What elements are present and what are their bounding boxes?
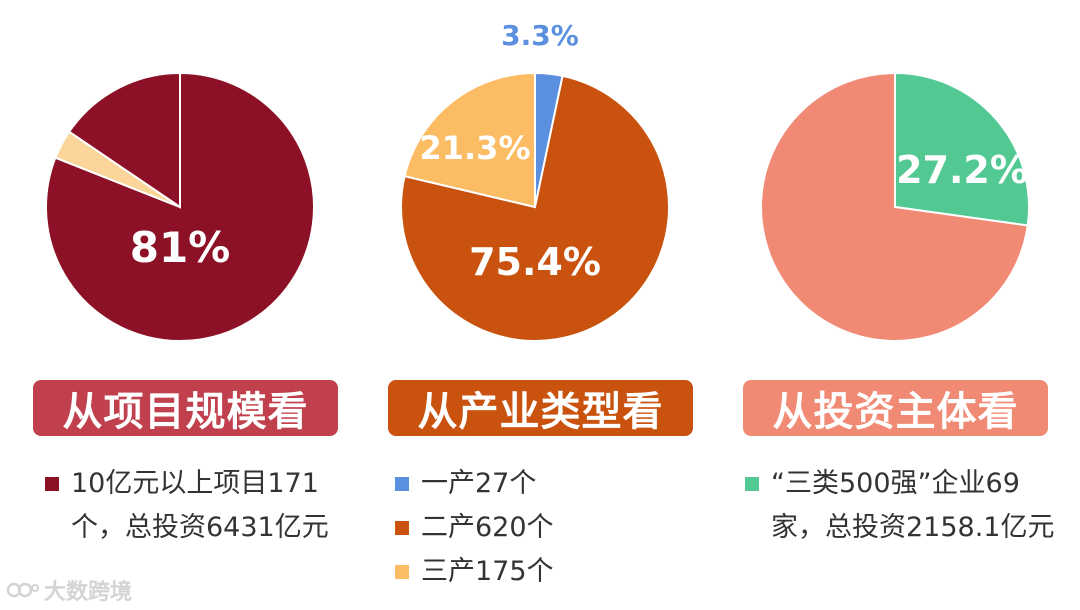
pie-slice: [759, 71, 1029, 342]
legend-item: “三类500强”企业69家，总投资2158.1亿元: [745, 462, 1065, 550]
pie-slice: [894, 71, 1030, 227]
legend-investor-type: “三类500强”企业69家，总投资2158.1亿元: [745, 462, 1065, 550]
legend-swatch: [745, 477, 759, 491]
watermark: 大数跨境: [6, 574, 132, 606]
legend-project-scale: 10亿元以上项目171个，总投资6431亿元: [45, 462, 345, 550]
pie-slice: [400, 74, 670, 342]
legend-swatch: [45, 477, 59, 491]
legend-item: 一产27个: [395, 462, 695, 506]
slice-label: 75.4%: [469, 240, 601, 284]
legend-item: 10亿元以上项目171个，总投资6431亿元: [45, 462, 345, 550]
watermark-logo-icon: [6, 582, 39, 598]
legend-item: 二产620个: [395, 506, 695, 550]
slice-label: 21.3%: [419, 129, 530, 167]
legend-swatch: [395, 565, 409, 579]
banner-project-scale: 从项目规模看: [33, 380, 338, 436]
slice-label: 27.2%: [896, 148, 1028, 192]
legend-text: 10亿元以上项目171个，总投资6431亿元: [71, 468, 329, 543]
pie-slice: [403, 71, 536, 209]
banner-investor-type: 从投资主体看: [743, 380, 1048, 436]
legend-industry-type: 一产27个 二产620个 三产175个: [395, 462, 695, 594]
legend-text: 三产175个: [421, 556, 554, 587]
legend-text: 一产27个: [421, 468, 537, 499]
legend-text: 二产620个: [421, 512, 554, 543]
legend-item: 三产175个: [395, 550, 695, 594]
legend-swatch: [395, 477, 409, 491]
legend-swatch: [395, 521, 409, 535]
banner-industry-type: 从产业类型看: [388, 380, 693, 436]
watermark-text: 大数跨境: [44, 580, 133, 605]
slice-label: 81%: [130, 223, 231, 272]
pie-slice: [67, 71, 181, 209]
slice-label: 3.3%: [501, 19, 579, 52]
legend-text: “三类500强”企业69家，总投资2158.1亿元: [771, 468, 1055, 543]
